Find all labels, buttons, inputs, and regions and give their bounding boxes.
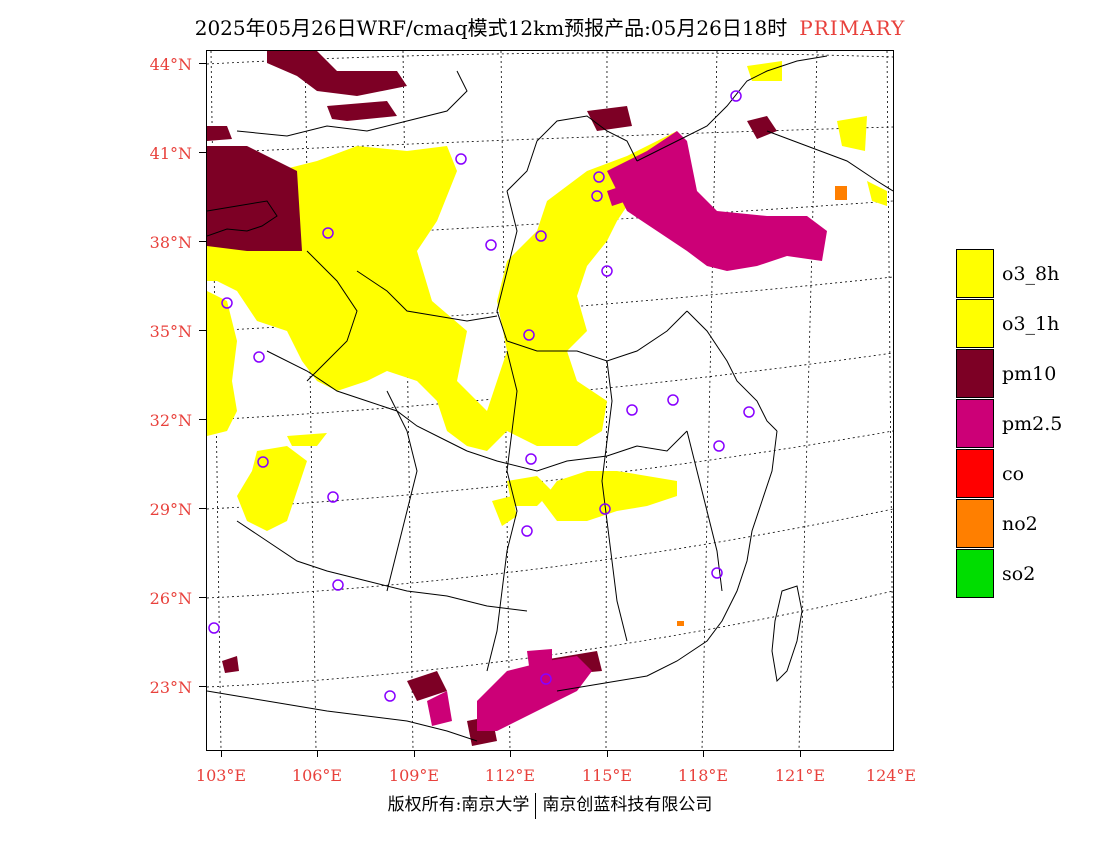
boundary-lines [207,55,893,742]
lon-tick [414,749,415,757]
map-canvas [207,51,893,750]
taiwan-outline [771,585,803,683]
lon-label-106: 106°E [291,766,343,785]
lon-tick [510,749,511,757]
no2-spots [677,186,847,626]
lat-label-38: 38°N [149,233,192,252]
pollutant-map[interactable] [206,50,894,751]
legend-label: co [1002,463,1025,485]
legend-label: o3_8h [1002,263,1060,285]
map-title: 2025年05月26日WRF/cmaq模式12km预报产品:05月26日18时 P… [0,12,1100,41]
legend-label: pm10 [1002,363,1057,385]
city-markers [208,90,755,702]
lat-tick [199,241,207,242]
lat-tick [199,686,207,687]
lat-label-32: 32°N [149,411,192,430]
legend-swatch [956,449,994,498]
lon-tick [800,749,801,757]
o3-regions [207,61,887,531]
lon-label-124: 124°E [865,766,917,785]
legend-swatch [956,249,994,298]
lat-label-26: 26°N [149,589,192,608]
lon-tick [607,749,608,757]
lat-tick [199,597,207,598]
title-main: 2025年05月26日WRF/cmaq模式12km预报产品:05月26日18时 [194,16,788,40]
footer-owner: 版权所有:南京大学 [387,795,530,815]
pm25-regions [427,131,827,731]
lon-label-112: 112°E [484,766,536,785]
title-primary-tag: PRIMARY [799,16,906,40]
legend-swatch [956,399,994,448]
lat-tick [199,152,207,153]
legend-swatch [956,499,994,548]
legend-swatch [956,349,994,398]
latitude-gridlines [207,52,893,688]
lat-label-41: 41°N [149,144,192,163]
legend-label: so2 [1002,563,1036,585]
copyright-footer: 版权所有:南京大学 南京创蓝科技有限公司 [0,790,1100,819]
lon-tick [703,749,704,757]
lon-label-118: 118°E [677,766,729,785]
lon-label-121: 121°E [774,766,826,785]
lat-tick [199,330,207,331]
lat-tick [199,508,207,509]
lon-tick [317,749,318,757]
lat-tick [199,419,207,420]
lat-label-35: 35°N [149,322,192,341]
legend-swatch [956,299,994,348]
legend-label: no2 [1002,513,1038,535]
legend-label: o3_1h [1002,313,1060,335]
lat-label-23: 23°N [149,678,192,697]
lon-label-109: 109°E [388,766,440,785]
lon-tick [221,749,222,757]
lon-label-103: 103°E [195,766,247,785]
lat-label-29: 29°N [149,500,192,519]
lat-tick [199,63,207,64]
lat-label-44: 44°N [149,55,192,74]
footer-separator [535,792,537,819]
legend-swatch [956,549,994,598]
legend-label: pm2.5 [1002,413,1063,435]
lon-label-115: 115°E [581,766,633,785]
footer-company: 南京创蓝科技有限公司 [542,795,713,815]
